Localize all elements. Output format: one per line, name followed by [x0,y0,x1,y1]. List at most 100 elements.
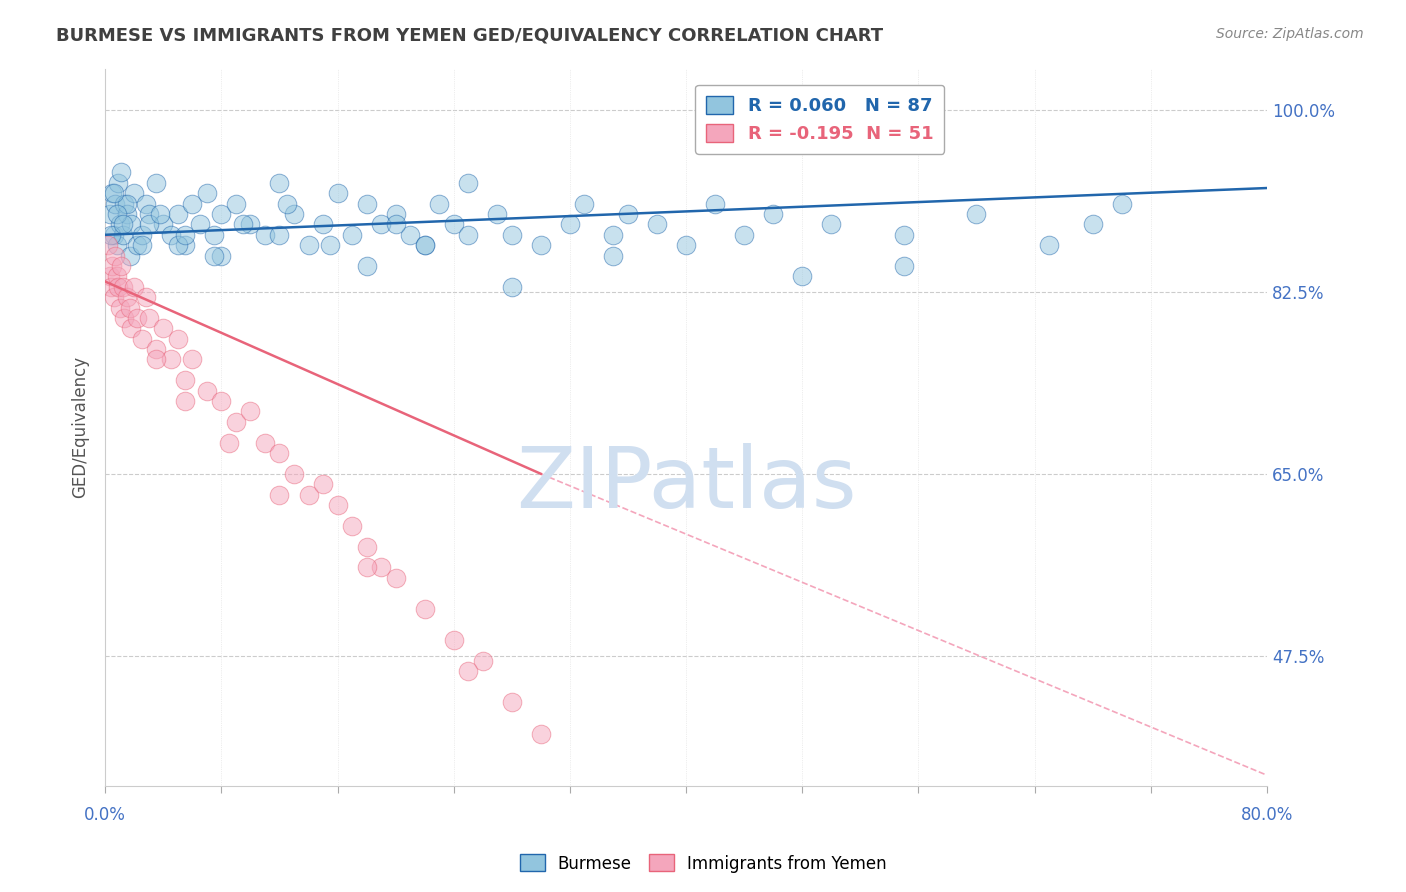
Point [413,238,436,252]
Text: BURMESE VS IMMIGRANTS FROM YEMEN GED/EQUIVALENCY CORRELATION CHART: BURMESE VS IMMIGRANTS FROM YEMEN GED/EQU… [56,27,883,45]
Point [195,186,218,201]
Point [122,279,145,293]
Point [530,726,553,740]
Point [370,560,392,574]
Point [820,218,842,232]
Point [159,352,181,367]
Point [209,394,232,409]
Point [152,321,174,335]
Point [457,176,479,190]
Point [501,279,523,293]
Point [100,227,122,242]
Point [602,227,624,242]
Point [232,218,254,232]
Point [110,165,132,179]
Point [127,310,149,325]
Point [253,435,276,450]
Point [98,207,121,221]
Text: Source: ZipAtlas.com: Source: ZipAtlas.com [1216,27,1364,41]
Point [326,186,349,201]
Point [356,540,378,554]
Point [1111,196,1133,211]
Point [195,384,218,398]
Point [530,238,553,252]
Point [225,196,247,211]
Point [443,633,465,648]
Point [893,259,915,273]
Point [297,238,319,252]
Point [457,665,479,679]
Point [131,227,153,242]
Point [471,654,494,668]
Point [159,227,181,242]
Point [202,227,225,242]
Point [101,259,124,273]
Point [239,404,262,418]
Point [104,196,127,211]
Point [111,218,134,232]
Point [107,279,129,293]
Point [427,196,450,211]
Point [356,259,378,273]
Point [98,269,121,284]
Y-axis label: GED/Equivalency: GED/Equivalency [72,356,89,498]
Point [111,279,134,293]
Point [239,218,262,232]
Point [145,176,167,190]
Point [276,196,298,211]
Point [166,332,188,346]
Point [145,352,167,367]
Point [118,301,141,315]
Point [174,394,197,409]
Point [166,207,188,221]
Point [108,301,131,315]
Point [115,207,138,221]
Point [111,227,134,242]
Point [138,310,160,325]
Text: 0.0%: 0.0% [84,806,127,824]
Point [319,238,342,252]
Point [118,249,141,263]
Point [704,196,727,211]
Point [602,249,624,263]
Point [174,227,197,242]
Point [399,227,422,242]
Point [115,196,138,211]
Point [103,186,125,201]
Point [188,218,211,232]
Point [370,218,392,232]
Point [792,269,814,284]
Point [558,218,581,232]
Point [131,332,153,346]
Point [174,373,197,387]
Point [486,207,509,221]
Point [181,352,204,367]
Point [112,310,135,325]
Point [115,290,138,304]
Point [297,487,319,501]
Text: ZIPatlas: ZIPatlas [516,443,856,526]
Point [138,218,160,232]
Point [135,196,157,211]
Point [105,207,128,221]
Point [105,238,128,252]
Point [174,238,197,252]
Point [312,477,335,491]
Point [131,238,153,252]
Point [283,467,305,481]
Point [1081,218,1104,232]
Point [340,227,363,242]
Point [112,196,135,211]
Point [209,249,232,263]
Point [202,249,225,263]
Point [103,227,125,242]
Point [675,238,697,252]
Point [501,695,523,709]
Point [574,196,596,211]
Point [108,218,131,232]
Point [283,207,305,221]
Point [326,498,349,512]
Point [762,207,785,221]
Point [101,186,124,201]
Point [733,227,755,242]
